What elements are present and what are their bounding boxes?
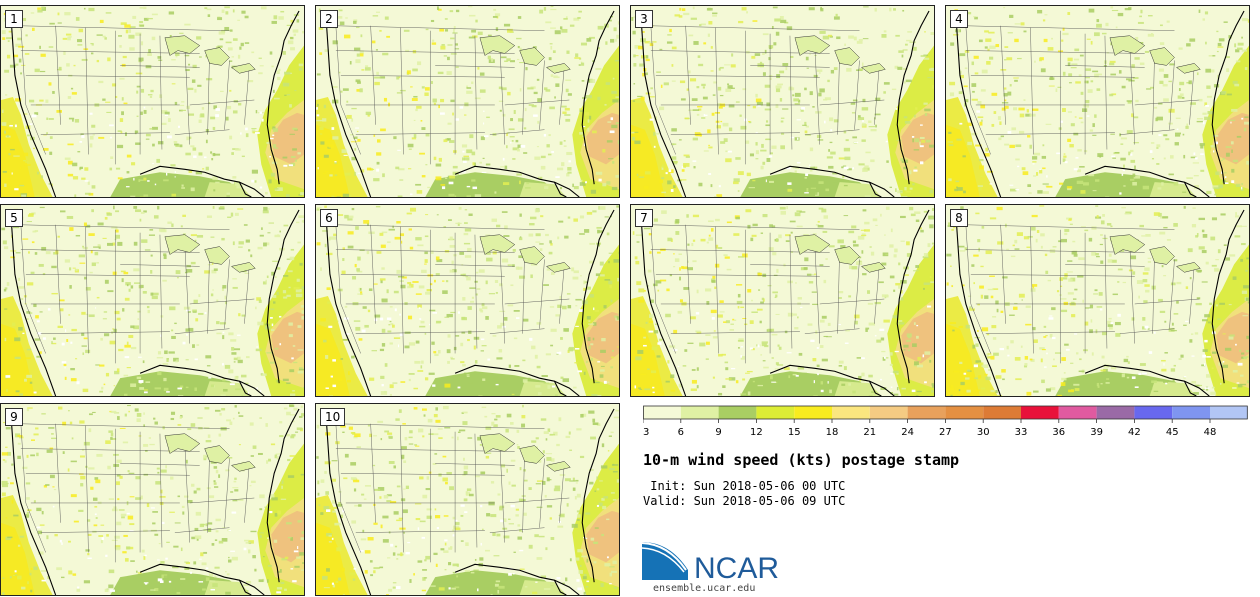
colorbar-tick-label: 33: [1015, 427, 1028, 438]
map-panel-3: 3: [630, 5, 935, 198]
colorbar-bin-12: [1058, 406, 1097, 419]
panel-number-label: 3: [635, 10, 653, 28]
chart-title: 10-m wind speed (kts) postage stamp: [643, 451, 960, 469]
valid-time: Valid: Sun 2018-05-06 09 UTC: [643, 494, 846, 508]
colorbar-tick-label: 36: [1052, 427, 1065, 438]
wind-speed-map: [946, 6, 1249, 197]
colorbar-bin-11: [1021, 406, 1059, 419]
colorbar-bin-7: [869, 406, 908, 419]
map-panel-2: 2: [315, 5, 620, 198]
colorbar-bin-2: [680, 406, 719, 419]
panel-number-label: 7: [635, 209, 653, 227]
colorbar-bin-6: [832, 406, 870, 419]
map-panel-1: 1: [0, 5, 305, 198]
panel-number-label: 10: [320, 408, 346, 426]
colorbar-bin-3: [718, 406, 757, 419]
colorbar-tick-label: 18: [826, 427, 839, 438]
panel-number-label: 8: [950, 209, 968, 227]
colorbar-bin-16: [1210, 406, 1248, 419]
ncar-logo-text: NCAR: [694, 552, 779, 584]
colorbar-tick-label: 39: [1090, 427, 1103, 438]
colorbar-bin-14: [1134, 406, 1173, 419]
colorbar: 3 6 9 12 15 18 21 24 27 30 33 36 39 42 45 48: [643, 405, 1248, 438]
colorbar-tick-label: 9: [715, 427, 721, 438]
colorbar-tick-label: 12: [750, 427, 763, 438]
panel-number-label: 6: [320, 209, 338, 227]
init-time: Init: Sun 2018-05-06 00 UTC: [643, 479, 846, 493]
colorbar-tick-label: 45: [1166, 427, 1179, 438]
map-panel-6: 6: [315, 204, 620, 397]
panel-number-label: 4: [950, 10, 968, 28]
colorbar-bin-10: [983, 406, 1021, 419]
wind-speed-map: [1, 404, 304, 595]
colorbar-tick-label: 15: [788, 427, 801, 438]
colorbar-bin-5: [794, 406, 832, 419]
map-panel-5: 5: [0, 204, 305, 397]
colorbar-tick-label: 21: [863, 427, 876, 438]
colorbar-bin-8: [907, 406, 946, 419]
wind-speed-map: [316, 205, 619, 396]
wind-speed-map: [316, 6, 619, 197]
colorbar-tick-label: 30: [977, 427, 990, 438]
colorbar-tick-label: 48: [1204, 427, 1217, 438]
colorbar-tick-label: 42: [1128, 427, 1141, 438]
map-panel-8: 8: [945, 204, 1250, 397]
wind-speed-map: [631, 205, 934, 396]
wind-speed-map: [946, 205, 1249, 396]
panel-number-label: 2: [320, 10, 338, 28]
map-panel-7: 7: [630, 204, 935, 397]
colorbar-bin-1: [643, 406, 681, 419]
colorbar-bin-9: [945, 406, 984, 419]
colorbar-tick-label: 3: [643, 427, 649, 438]
wind-speed-map: [316, 404, 619, 595]
wind-speed-map: [1, 6, 304, 197]
colorbar-tick-label: 6: [678, 427, 684, 438]
panel-number-label: 1: [5, 10, 23, 28]
logo-url: ensemble.ucar.edu: [653, 583, 756, 594]
colorbar-tick-label: 27: [939, 427, 952, 438]
map-panel-9: 9: [0, 403, 305, 596]
wind-speed-map: [631, 6, 934, 197]
colorbar-bin-4: [756, 406, 795, 419]
map-panel-10: 10: [315, 403, 620, 596]
map-panel-4: 4: [945, 5, 1250, 198]
colorbar-bin-15: [1172, 406, 1210, 419]
panel-number-label: 5: [5, 209, 23, 227]
panel-number-label: 9: [5, 408, 23, 426]
colorbar-tick-label: 24: [901, 427, 914, 438]
ncar-logo: NCAR: [642, 542, 779, 584]
wind-speed-map: [1, 205, 304, 396]
colorbar-bin-13: [1096, 406, 1135, 419]
